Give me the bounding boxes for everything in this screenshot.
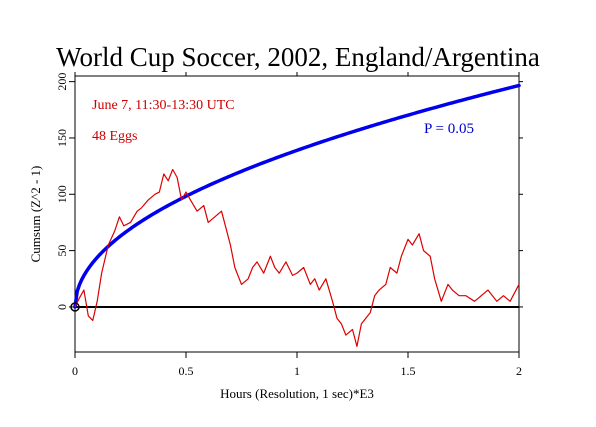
y-tick-label: 100 xyxy=(55,185,69,203)
plot-frame xyxy=(74,75,520,353)
chart-title: World Cup Soccer, 2002, England/Argentin… xyxy=(56,42,540,72)
y-tick-label: 150 xyxy=(55,129,69,147)
x-tick-label: 0.5 xyxy=(179,364,194,378)
x-tick-label: 1 xyxy=(294,364,300,378)
annotation-p-value: P = 0.05 xyxy=(424,121,474,137)
ticks-layer: 0 0.5 1 1.5 2 0 50 100 150 200 xyxy=(55,72,523,378)
y-tick-label: 0 xyxy=(55,304,69,310)
origin-marker xyxy=(70,302,80,312)
x-axis-label: Hours (Resolution, 1 sec)*E3 xyxy=(220,386,374,401)
y-axis-label: Cumsum (Z^2 - 1) xyxy=(28,166,43,263)
x-tick-label: 2 xyxy=(516,364,522,378)
series-layer xyxy=(70,83,521,347)
cumsum-line xyxy=(74,168,520,347)
x-tick-label: 0 xyxy=(72,364,78,378)
y-tick-label: 200 xyxy=(55,73,69,91)
p-envelope-line xyxy=(73,83,521,309)
annotation-date: June 7, 11:30-13:30 UTC xyxy=(92,98,235,113)
x-tick-label: 1.5 xyxy=(401,364,416,378)
y-tick-label: 50 xyxy=(55,245,69,257)
annotation-eggs: 48 Eggs xyxy=(92,129,138,144)
